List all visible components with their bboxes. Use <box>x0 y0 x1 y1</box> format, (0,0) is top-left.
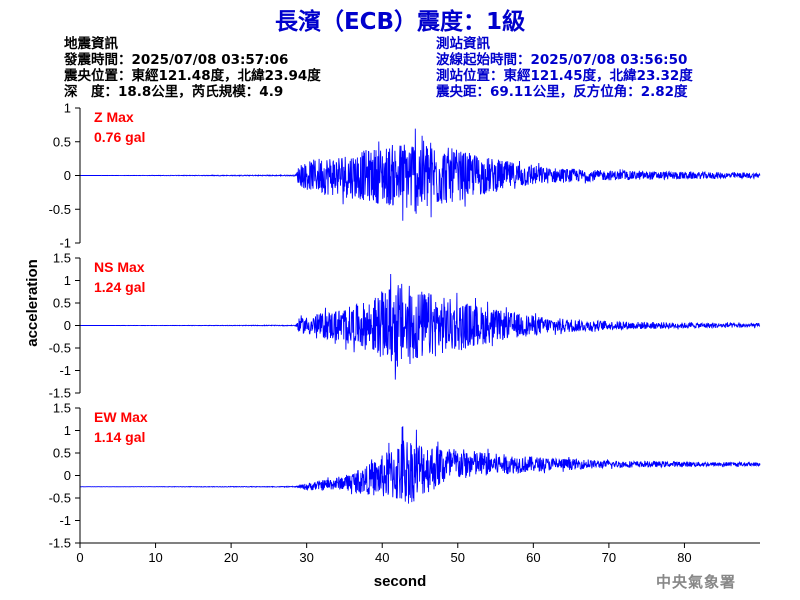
y-tick-label: -0.5 <box>49 491 71 506</box>
y-tick-label: 1 <box>64 423 71 438</box>
epicentral-distance: 震央距：69.11公里，反方位角：2.82度 <box>436 84 688 100</box>
x-axis-label: second <box>374 573 427 590</box>
panel-ns: 1.5 1 0.5 0 -0.5 -1 -1.5 NS Max 1.24 gal <box>49 251 761 401</box>
x-tick-label: 40 <box>375 550 389 565</box>
y-tick-label: 1 <box>64 101 71 116</box>
y-axis-label: acceleration <box>24 259 41 347</box>
max-label-value: 0.76 gal <box>94 129 145 145</box>
x-tick-label: 70 <box>602 550 616 565</box>
x-tick-label: 60 <box>526 550 540 565</box>
waveform-trace <box>80 128 761 221</box>
waveform-trace <box>80 273 761 380</box>
x-tick-label: 80 <box>677 550 691 565</box>
y-tick-label: 0 <box>64 318 71 333</box>
y-tick-label: -1 <box>59 236 71 251</box>
y-tick-label: 1 <box>64 273 71 288</box>
max-label-name: EW Max <box>94 409 148 425</box>
depth-magnitude: 深 度：18.8公里，芮氏規模：4.9 <box>64 84 284 100</box>
panel-ew: 1.5 1 0.5 0 -0.5 -1 -1.5 EW Max 1.14 gal <box>49 401 761 551</box>
wave-start-time: 波線起始時間：2025/07/08 03:56:50 <box>436 52 688 68</box>
y-tick-label: 0 <box>64 468 71 483</box>
panel-z: 1 0.5 0 -0.5 -1 Z Max 0.76 gal <box>49 101 761 251</box>
y-tick-label: -0.5 <box>49 202 71 217</box>
y-tick-label: 0.5 <box>53 446 71 461</box>
max-label-value: 1.14 gal <box>94 429 145 445</box>
max-label-name: Z Max <box>94 109 134 125</box>
epicenter-location: 震央位置：東經121.48度，北緯23.94度 <box>64 68 321 84</box>
station-location: 測站位置：東經121.45度，北緯23.32度 <box>436 68 693 84</box>
x-tick-label: 0 <box>76 550 83 565</box>
station-info-block: 測站資訊 波線起始時間：2025/07/08 03:56:50 測站位置：東經1… <box>436 36 693 100</box>
agency-credit: 中央氣象署 <box>656 573 737 591</box>
y-tick-label: -1.5 <box>49 386 71 401</box>
y-tick-label: 0.5 <box>53 296 71 311</box>
y-tick-label: 1.5 <box>53 251 71 266</box>
max-label-value: 1.24 gal <box>94 279 145 295</box>
y-tick-label: 1.5 <box>53 401 71 416</box>
x-tick-label: 10 <box>148 550 162 565</box>
y-tick-label: 0 <box>64 168 71 183</box>
waveform-trace <box>79 426 761 504</box>
y-tick-label: -1.5 <box>49 536 71 551</box>
quake-info-block: 地震資訊 發震時間：2025/07/08 03:57:06 震央位置：東經121… <box>64 36 321 100</box>
y-tick-label: -0.5 <box>49 341 71 356</box>
x-tick-label: 30 <box>299 550 313 565</box>
origin-time: 發震時間：2025/07/08 03:57:06 <box>64 52 289 68</box>
x-tick-label: 20 <box>224 550 238 565</box>
max-label-name: NS Max <box>94 259 145 275</box>
quake-info-heading: 地震資訊 <box>64 36 118 52</box>
y-tick-label: -1 <box>59 513 71 528</box>
y-tick-label: -1 <box>59 363 71 378</box>
page-title: 長濱（ECB）震度：1級 <box>274 9 526 35</box>
station-info-heading: 測站資訊 <box>436 36 490 52</box>
y-tick-label: 0.5 <box>53 134 71 149</box>
x-tick-label: 50 <box>451 550 465 565</box>
